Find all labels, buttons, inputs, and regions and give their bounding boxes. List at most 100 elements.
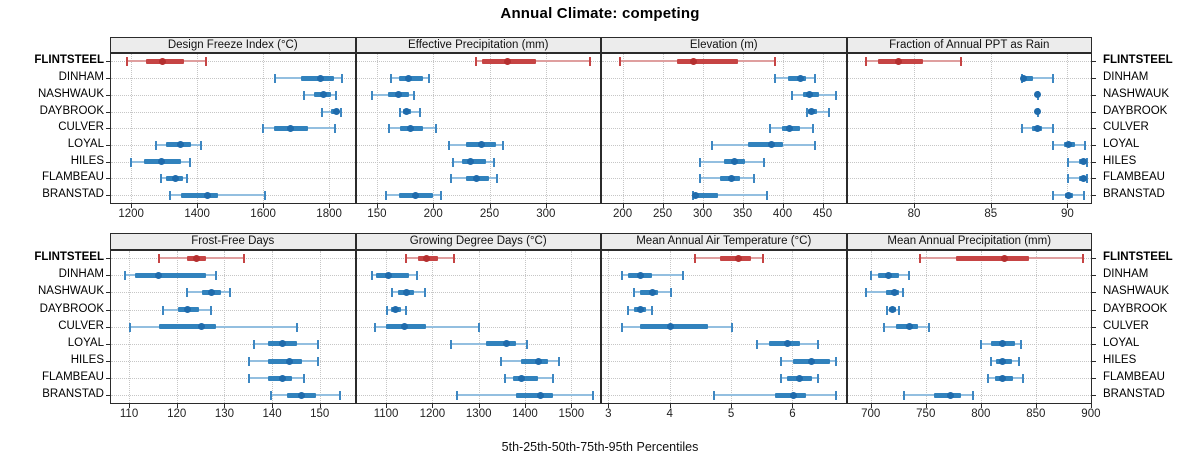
x-tick-mark	[914, 203, 915, 208]
whisker-cap-high	[835, 90, 838, 100]
whisker-cap-high	[682, 271, 684, 281]
whisker-cap-high	[591, 391, 594, 401]
x-tick-label: 900	[1081, 408, 1101, 420]
site-label-right: LOYAL	[1103, 336, 1140, 349]
row-tick-left	[106, 361, 110, 363]
panel-growing-degree-days	[355, 249, 601, 404]
whisker-line	[1068, 160, 1087, 163]
median-dot	[796, 74, 804, 82]
whisker-cap-low	[694, 254, 697, 264]
gridline-h	[602, 378, 846, 380]
median-dot	[193, 254, 201, 262]
median-dot	[183, 306, 191, 314]
x-tick-mark	[990, 203, 992, 208]
site-label-right: BRANSTAD	[1103, 188, 1165, 201]
median-dot	[796, 374, 804, 382]
whisker-cap-low	[919, 254, 922, 264]
x-tick-label: 350	[732, 207, 753, 220]
panel-header-design-freeze-index: Design Freeze Index (°C)	[110, 37, 356, 53]
site-label-right: BRANSTAD	[1103, 388, 1165, 401]
x-tick-mark	[1090, 404, 1092, 408]
row-tick-left	[106, 275, 110, 277]
panel-header-effective-precipitation: Effective Precipitation (mm)	[355, 37, 601, 53]
iqr-bar	[516, 392, 553, 398]
row-tick-right	[1092, 395, 1096, 397]
x-tick-label: 130	[214, 408, 234, 420]
whisker-cap-high	[1082, 191, 1085, 201]
x-tick-label: 1800	[316, 207, 342, 220]
site-label-left: BRANSTAD	[42, 188, 104, 201]
median-dot	[1034, 91, 1042, 99]
gridline-h	[356, 195, 600, 197]
whisker-cap-high	[338, 391, 341, 401]
gridline-h	[111, 309, 355, 311]
x-tick-mark	[525, 404, 527, 408]
x-tick-label: 750	[916, 408, 936, 420]
panel-title: Mean Annual Precipitation (mm)	[887, 235, 1052, 247]
median-dot	[728, 174, 736, 182]
whisker-cap-low	[157, 254, 160, 264]
whisker-cap-low	[371, 90, 374, 100]
iqr-bar	[375, 272, 410, 278]
gridline-h	[847, 275, 1091, 277]
panel-title: Growing Degree Days (°C)	[409, 235, 547, 247]
gridline-h	[847, 144, 1091, 146]
gridline-h	[111, 395, 355, 397]
x-tick-label: 150	[367, 207, 387, 220]
row-tick-right	[1092, 309, 1096, 311]
site-label-left: FLINTSTEEL	[34, 54, 104, 67]
row-tick-left	[106, 258, 110, 260]
gridline-h	[111, 144, 355, 146]
row-tick-left	[106, 128, 110, 130]
whisker-cap-low	[632, 288, 635, 298]
median-dot	[889, 306, 897, 314]
panel-fraction-annual-ppt-as-rain	[846, 53, 1092, 204]
whisker-cap-low	[248, 357, 251, 367]
gridline-h	[602, 343, 846, 345]
median-dot	[947, 391, 955, 399]
gridline-h	[847, 195, 1091, 197]
median-dot	[1080, 158, 1088, 166]
row-tick-right	[1092, 378, 1096, 380]
iqr-bar	[677, 58, 738, 64]
whisker-cap-high	[1084, 140, 1087, 150]
whisker-cap-low	[399, 107, 402, 117]
gridline-h	[847, 78, 1091, 80]
x-tick-label: 1400	[512, 408, 538, 420]
median-dot	[1064, 191, 1072, 199]
row-tick-left	[106, 61, 110, 63]
site-label-left: FLINTSTEEL	[34, 251, 104, 264]
site-label-right: LOYAL	[1103, 137, 1140, 150]
gridline-h	[356, 111, 600, 113]
x-tick-mark	[980, 404, 982, 408]
median-dot	[279, 374, 287, 382]
site-label-right: DINHAM	[1103, 71, 1149, 84]
whisker-cap-low	[452, 157, 455, 167]
median-dot	[1001, 254, 1009, 262]
whisker-cap-high	[185, 174, 188, 184]
whisker-cap-low	[773, 74, 776, 84]
whisker-cap-low	[450, 174, 453, 184]
site-label-left: DINHAM	[58, 268, 104, 281]
site-label-right: FLAMBEAU	[1103, 171, 1165, 184]
whisker-cap-low	[124, 271, 127, 281]
iqr-bar	[748, 142, 783, 148]
whisker-cap-low	[474, 57, 477, 67]
site-label-left: HILES	[70, 354, 104, 367]
gridline-h	[111, 275, 355, 277]
x-tick-label: 400	[772, 207, 793, 220]
gridline-h	[847, 309, 1091, 311]
whisker-cap-low	[805, 107, 808, 117]
gridline-h	[602, 361, 846, 363]
x-tick-label: 1400	[184, 207, 210, 220]
whisker-cap-high	[404, 305, 407, 315]
median-dot	[689, 57, 697, 65]
median-dot	[894, 57, 902, 65]
median-dot	[203, 191, 211, 199]
median-dot	[808, 357, 816, 365]
x-tick-label: 1200	[419, 408, 446, 420]
site-label-left: FLAMBEAU	[42, 371, 104, 384]
x-tick-mark	[129, 404, 131, 408]
gridline-h	[356, 275, 600, 277]
whisker-cap-high	[295, 322, 298, 332]
